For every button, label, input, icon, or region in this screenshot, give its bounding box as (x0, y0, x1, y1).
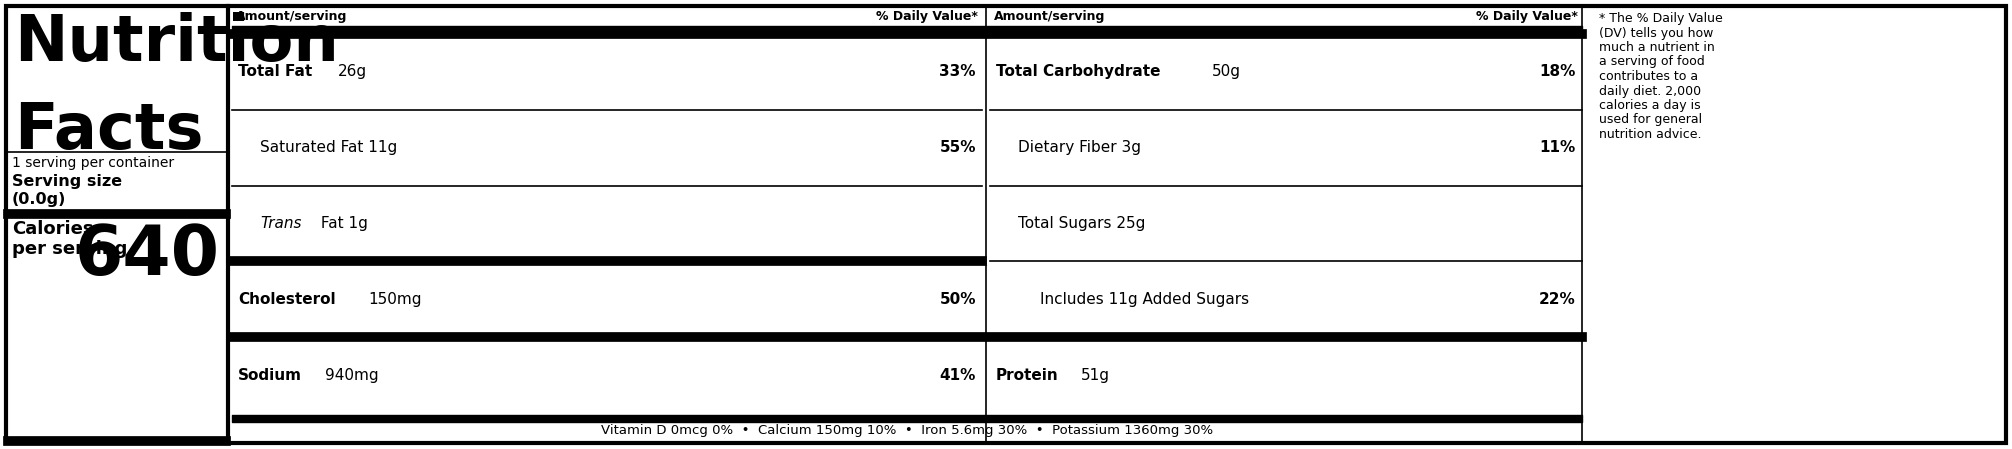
Text: Nutrition: Nutrition (14, 12, 338, 74)
Text: Sodium: Sodium (237, 368, 302, 383)
Text: Serving size: Serving size (12, 174, 123, 189)
Text: 640: 640 (74, 222, 219, 289)
Text: Total Carbohydrate: Total Carbohydrate (996, 64, 1161, 79)
Text: Vitamin D 0mcg 0%  •  Calcium 150mg 10%  •  Iron 5.6mg 30%  •  Potassium 1360mg : Vitamin D 0mcg 0% • Calcium 150mg 10% • … (602, 424, 1213, 437)
Text: Facts: Facts (14, 100, 203, 162)
Text: Amount/serving: Amount/serving (994, 10, 1105, 23)
Text: 11%: 11% (1539, 140, 1575, 155)
Text: (0.0g): (0.0g) (12, 192, 66, 207)
Text: 1 serving per container: 1 serving per container (12, 156, 175, 170)
Text: a serving of food: a serving of food (1600, 56, 1704, 69)
Text: 150mg: 150mg (368, 292, 421, 307)
Text: 55%: 55% (940, 140, 976, 155)
Text: Calories
per serving: Calories per serving (12, 220, 127, 258)
Text: used for general: used for general (1600, 114, 1702, 127)
Text: daily diet. 2,000: daily diet. 2,000 (1600, 84, 1700, 97)
Text: 33%: 33% (940, 64, 976, 79)
Text: 50g: 50g (1213, 64, 1241, 79)
Text: Total Fat: Total Fat (237, 64, 312, 79)
Text: 50%: 50% (940, 292, 976, 307)
Text: Cholesterol: Cholesterol (237, 292, 336, 307)
Text: (DV) tells you how: (DV) tells you how (1600, 26, 1714, 40)
Text: Includes 11g Added Sugars: Includes 11g Added Sugars (1040, 292, 1249, 307)
Text: Trans: Trans (260, 216, 302, 231)
Text: 51g: 51g (1080, 368, 1111, 383)
Text: calories a day is: calories a day is (1600, 99, 1700, 112)
Text: Fat 1g: Fat 1g (316, 216, 368, 231)
Text: nutrition advice.: nutrition advice. (1600, 128, 1702, 141)
Text: % Daily Value*: % Daily Value* (1477, 10, 1577, 23)
Text: 18%: 18% (1539, 64, 1575, 79)
Text: Protein: Protein (996, 368, 1058, 383)
Text: 26g: 26g (338, 64, 366, 79)
Text: 22%: 22% (1539, 292, 1575, 307)
Text: Total Sugars 25g: Total Sugars 25g (1018, 216, 1145, 231)
Text: 41%: 41% (940, 368, 976, 383)
Text: Saturated Fat 11g: Saturated Fat 11g (260, 140, 396, 155)
Text: 940mg: 940mg (324, 368, 378, 383)
Text: Amount/serving: Amount/serving (235, 10, 348, 23)
Text: contributes to a: contributes to a (1600, 70, 1698, 83)
Text: Dietary Fiber 3g: Dietary Fiber 3g (1018, 140, 1141, 155)
Text: % Daily Value*: % Daily Value* (875, 10, 978, 23)
Text: much a nutrient in: much a nutrient in (1600, 41, 1714, 54)
Text: * The % Daily Value: * The % Daily Value (1600, 12, 1722, 25)
